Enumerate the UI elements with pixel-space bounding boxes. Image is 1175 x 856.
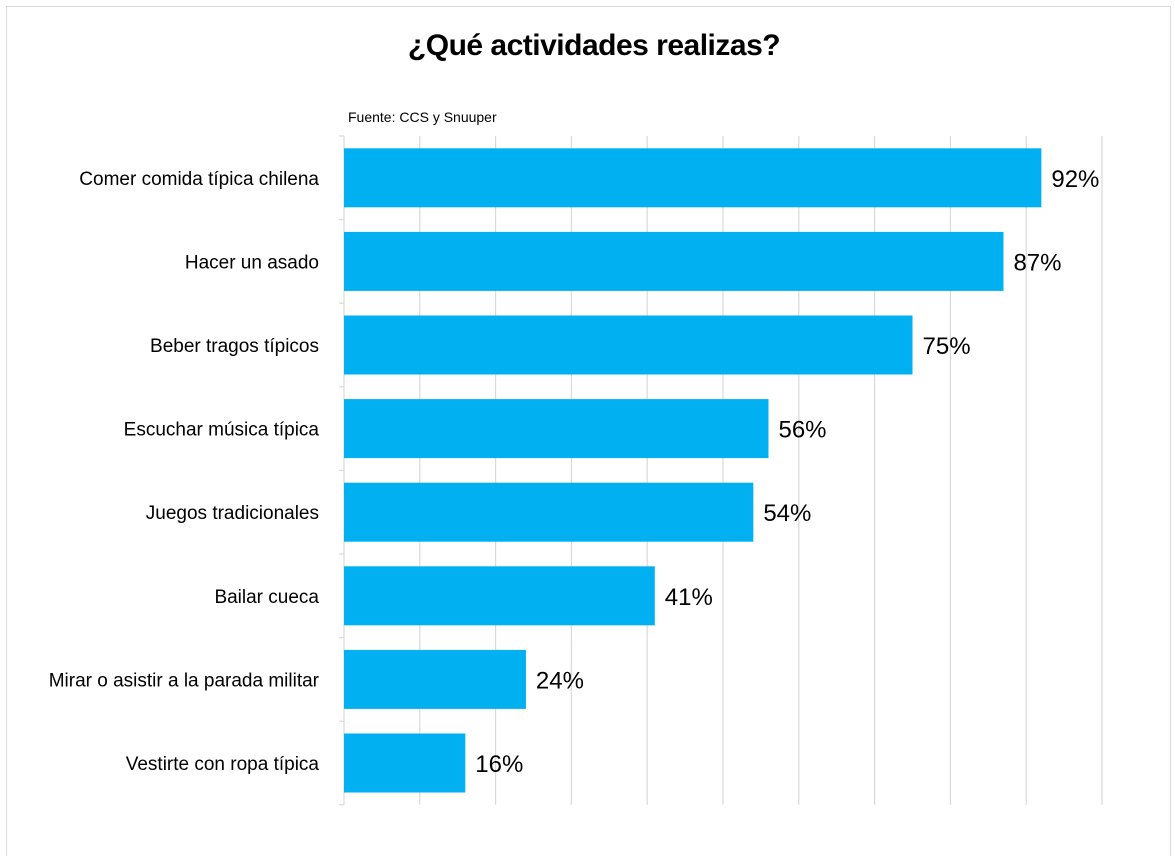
chart-title: ¿Qué actividades realizas? xyxy=(408,29,780,62)
data-label: 16% xyxy=(475,751,523,778)
category-label: Mirar o asistir a la parada militar xyxy=(49,670,320,691)
bar xyxy=(344,315,913,375)
category-label: Escuchar música típica xyxy=(124,420,320,441)
chart-subtitle: Fuente: CCS y Snuuper xyxy=(348,109,497,125)
bar xyxy=(344,399,769,459)
bar xyxy=(344,733,466,793)
data-label: 24% xyxy=(536,667,584,694)
data-label: 54% xyxy=(763,500,811,527)
bar xyxy=(344,148,1042,208)
data-label: 92% xyxy=(1051,166,1099,193)
category-label: Hacer un asado xyxy=(185,252,319,273)
category-label: Beber tragos típicos xyxy=(150,336,319,357)
data-label: 56% xyxy=(778,417,826,444)
bar xyxy=(344,566,655,626)
chart-frame xyxy=(6,6,1171,856)
value-labels: 92% 87% 75% 56% 54% 41% 24% 16% xyxy=(475,166,1099,778)
data-label: 75% xyxy=(923,333,971,360)
category-label: Bailar cueca xyxy=(214,587,319,608)
bar xyxy=(344,231,1004,291)
category-label: Juegos tradicionales xyxy=(146,503,319,524)
data-label: 41% xyxy=(665,584,713,611)
category-label: Comer comida típica chilena xyxy=(79,169,319,190)
bar xyxy=(344,482,754,542)
bars xyxy=(344,148,1042,793)
data-label: 87% xyxy=(1013,249,1061,276)
bar xyxy=(344,649,526,709)
category-labels: Comer comida típica chilena Hacer un asad… xyxy=(49,169,320,775)
category-label: Vestirte con ropa típica xyxy=(126,754,320,775)
